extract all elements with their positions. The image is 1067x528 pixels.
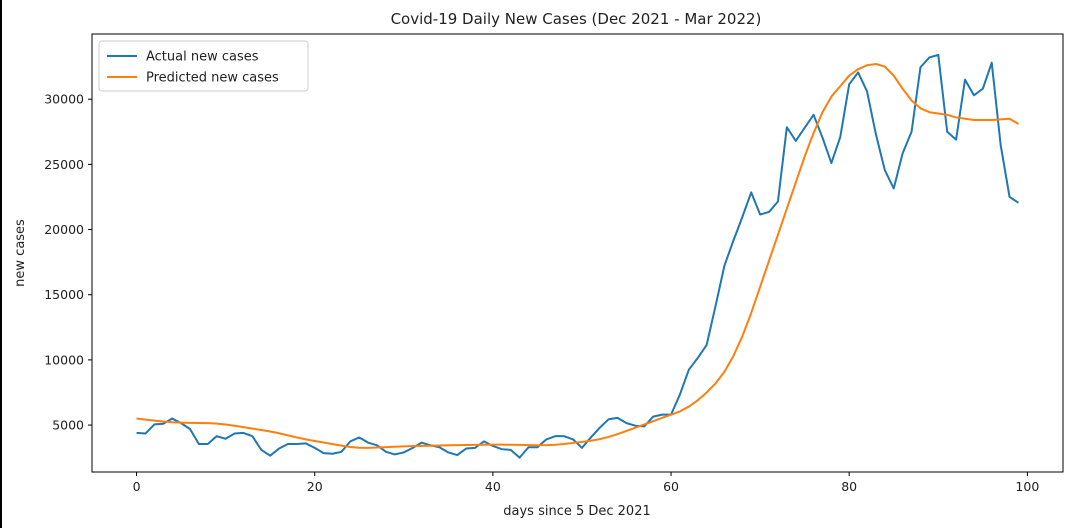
legend: Actual new cases Predicted new cases [98,40,309,92]
y-tick-label: 20000 [44,222,84,237]
axis-ticks: 0 20 40 60 80 100 5000 10000 15000 20000 25000 3000… [44,92,1039,494]
legend-label-actual: Actual new cases [146,50,259,65]
series-line-predicted [136,62,1019,449]
x-tick-label: 100 [1015,479,1039,494]
plot-area [136,53,1020,459]
y-tick-label: 10000 [44,352,84,367]
series-line-actual [136,53,1020,459]
y-tick-label: 15000 [44,287,84,302]
x-axis-label: days since 5 Dec 2021 [503,504,651,519]
x-tick-label: 60 [663,479,679,494]
x-tick-label: 0 [133,479,141,494]
y-tick-label: 30000 [44,92,84,107]
left-edge-border [0,0,2,528]
y-axis-label: new cases [13,219,28,287]
x-tick-label: 80 [841,479,857,494]
y-tick-label: 5000 [52,418,84,433]
chart-title: Covid-19 Daily New Cases (Dec 2021 - Mar… [391,10,762,28]
x-tick-label: 20 [307,479,323,494]
y-tick-label: 25000 [44,157,84,172]
axes-frame [91,33,1064,473]
legend-box [98,40,309,92]
x-tick-label: 40 [485,479,501,494]
legend-label-predicted: Predicted new cases [146,71,279,86]
